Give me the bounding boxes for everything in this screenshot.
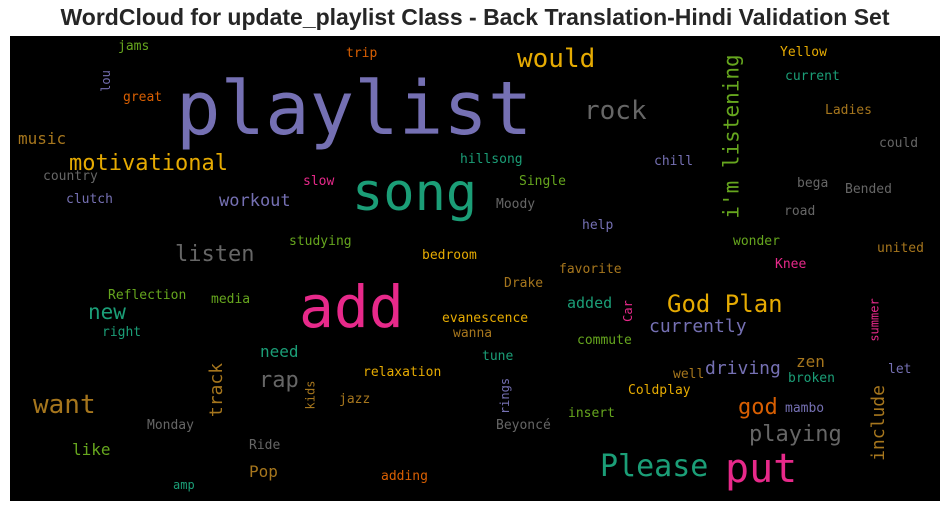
- word-road: road: [784, 204, 816, 219]
- word-bended: Bended: [845, 182, 892, 197]
- word-i-m-listening: i'm listening: [719, 53, 744, 219]
- word-coldplay: Coldplay: [628, 383, 691, 398]
- word-country: country: [43, 169, 98, 184]
- word-wonder: wonder: [733, 234, 780, 249]
- word-want: want: [33, 390, 96, 420]
- word-bega: bega: [797, 176, 829, 191]
- word-clutch: clutch: [66, 192, 113, 207]
- word-listen: listen: [175, 242, 255, 267]
- word-single: Single: [519, 174, 566, 189]
- word-monday: Monday: [147, 418, 194, 433]
- word-jams: jams: [118, 39, 150, 54]
- word-cloud: playlist song add put Please i'm listening wou…: [10, 36, 940, 501]
- word-hillsong: hillsong: [460, 152, 523, 167]
- word-add: add: [299, 273, 404, 341]
- word-pop: Pop: [249, 462, 278, 481]
- word-trip: trip: [346, 46, 378, 61]
- word-jazz: jazz: [339, 392, 371, 407]
- word-god-plan: God Plan: [667, 290, 783, 318]
- word-let: let: [888, 362, 912, 377]
- word-lou: lou: [98, 70, 113, 92]
- word-god: god: [738, 395, 778, 420]
- word-music: music: [18, 129, 67, 148]
- word-yellow: Yellow: [780, 45, 827, 60]
- word-could: could: [879, 136, 919, 151]
- word-amp: amp: [173, 478, 195, 492]
- word-studying: studying: [289, 234, 352, 249]
- word-help: help: [582, 218, 614, 233]
- word-current: current: [785, 69, 840, 84]
- word-include: include: [867, 385, 889, 461]
- word-chill: chill: [654, 154, 694, 169]
- word-mambo: mambo: [785, 401, 825, 416]
- word-tune: tune: [482, 349, 514, 364]
- word-broken: broken: [788, 371, 835, 386]
- word-rap: rap: [259, 368, 299, 393]
- word-like: like: [72, 440, 111, 459]
- word-need: need: [260, 342, 299, 361]
- word-bedroom: bedroom: [422, 248, 477, 263]
- word-kids: kids: [302, 380, 317, 409]
- word-playing: playing: [749, 422, 842, 447]
- word-ladies: Ladies: [825, 103, 872, 118]
- word-moody: Moody: [496, 197, 536, 212]
- word-zen: zen: [796, 352, 825, 371]
- word-playlist: playlist: [176, 66, 533, 152]
- word-workout: workout: [219, 191, 291, 211]
- word-insert: insert: [568, 406, 615, 421]
- word-well: well: [673, 367, 705, 382]
- word-adding: adding: [381, 469, 428, 484]
- word-new: new: [88, 300, 126, 324]
- word-put: put: [725, 446, 798, 492]
- word-added: added: [567, 294, 613, 312]
- word-please: Please: [600, 449, 709, 484]
- chart-title: WordCloud for update_playlist Class - Ba…: [60, 4, 890, 30]
- word-drake: Drake: [504, 276, 544, 291]
- word-reflection: Reflection: [108, 288, 187, 303]
- word-commute: commute: [577, 333, 632, 348]
- word-ride: Ride: [249, 438, 281, 453]
- word-motivational: motivational: [69, 151, 228, 176]
- word-song: song: [352, 163, 478, 223]
- word-evanescence: evanescence: [442, 311, 529, 326]
- word-track: track: [206, 362, 228, 418]
- word-relaxation: relaxation: [363, 365, 442, 380]
- word-car: Car: [620, 300, 635, 322]
- word-summer: summer: [867, 297, 882, 342]
- word-rings: rings: [498, 377, 513, 415]
- word-great: great: [123, 90, 163, 105]
- word-favorite: favorite: [559, 262, 622, 277]
- word-slow: slow: [303, 174, 335, 189]
- word-driving: driving: [705, 358, 781, 379]
- word-right: right: [102, 325, 142, 340]
- word-media: media: [211, 292, 251, 307]
- word-beyonc: Beyoncé: [496, 418, 551, 433]
- word-united: united: [877, 241, 924, 256]
- word-would: would: [517, 44, 596, 74]
- word-rock: rock: [584, 96, 647, 126]
- word-knee: Knee: [775, 257, 807, 272]
- word-currently: currently: [649, 316, 747, 337]
- word-wanna: wanna: [453, 326, 493, 341]
